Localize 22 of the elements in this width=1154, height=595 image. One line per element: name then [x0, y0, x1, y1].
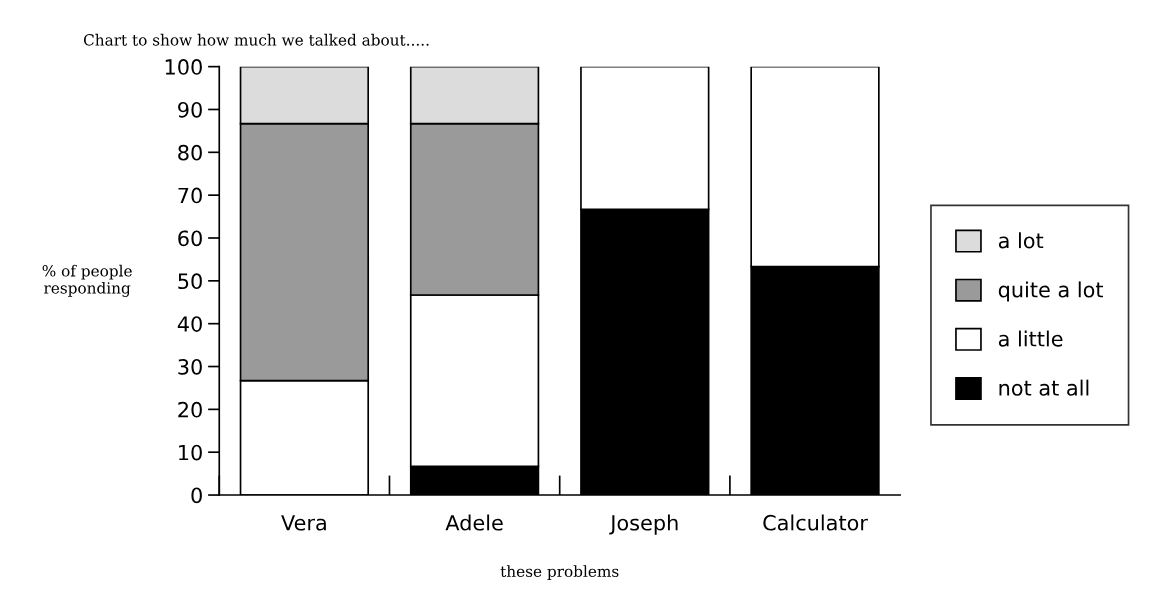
- y-tick-label: 70: [178, 187, 202, 204]
- y-axis-title: % of people responding: [42, 264, 132, 297]
- y-tick-label: 10: [179, 444, 202, 461]
- y-tick-label: 40: [177, 316, 202, 332]
- y-tick-label: 60: [178, 230, 202, 247]
- x-tick-label: Adele: [445, 514, 503, 531]
- legend-label: not at all: [999, 379, 1089, 396]
- x-tick-label: Vera: [281, 515, 326, 531]
- chart-title: Chart to show how much we talked about.....: [83, 33, 429, 46]
- legend-label: quite a lot: [998, 281, 1104, 302]
- y-tick-label: 50: [178, 273, 202, 290]
- y-tick-label: 30: [178, 358, 202, 375]
- legend-label: a little: [998, 330, 1063, 347]
- x-axis-title: these problems: [500, 565, 619, 580]
- legend-label: a lot: [998, 232, 1044, 249]
- y-tick-label: 20: [178, 401, 202, 418]
- y-tick-label: 90: [178, 101, 202, 118]
- y-tick-label: 0: [191, 487, 202, 504]
- y-tick-label: 100: [165, 59, 202, 75]
- x-tick-label: Joseph: [609, 514, 678, 535]
- y-tick-label: 80: [178, 144, 202, 161]
- x-tick-label: Calculator: [763, 514, 868, 531]
